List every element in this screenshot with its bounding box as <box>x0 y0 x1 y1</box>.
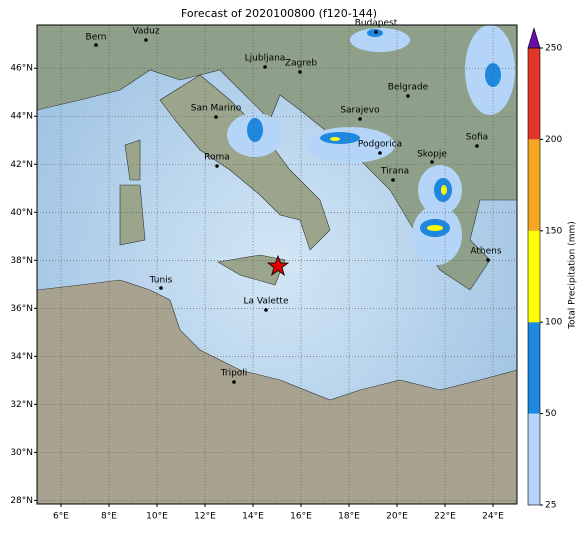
city-dot <box>374 30 378 34</box>
x-tick-label: 14°E <box>242 512 264 522</box>
colorbar-frame <box>527 47 541 506</box>
city-label: Sofia <box>466 133 488 143</box>
colorbar: 25 50 100 150 200 250 <box>527 26 562 511</box>
y-tick-label: 40°N <box>10 208 33 218</box>
x-tick-label: 16°E <box>290 512 312 522</box>
x-tick-label: 24°E <box>482 512 504 522</box>
city-dot <box>264 308 268 312</box>
city-label: Skopje <box>417 150 447 160</box>
x-tick-label: 10°E <box>146 512 168 522</box>
y-tick-label: 46°N <box>10 64 33 74</box>
city-dot <box>232 380 236 384</box>
y-tick-label: 30°N <box>10 448 33 458</box>
city-dot <box>486 258 490 262</box>
city-label: Ljubljana <box>245 54 286 64</box>
city-label: Belgrade <box>388 83 429 93</box>
city-dot <box>94 43 98 47</box>
city-dot <box>159 286 163 290</box>
y-tick-label: 28°N <box>10 496 33 506</box>
city-label: Sarajevo <box>340 106 380 116</box>
colorbar-tick-label: 100 <box>545 318 562 328</box>
colorbar-segment <box>528 230 540 323</box>
city-label: Athens <box>470 247 501 257</box>
colorbar-tick-label: 50 <box>545 409 557 419</box>
chart-title: Forecast of 2020100800 (f120-144) <box>181 7 377 20</box>
colorbar-tick-label: 200 <box>545 135 562 145</box>
city-label: San Marino <box>191 104 242 114</box>
land <box>119 184 146 246</box>
precipitation <box>227 25 515 265</box>
colorbar-segment <box>528 413 540 505</box>
city-dot <box>215 164 219 168</box>
city-label: Podgorica <box>358 140 402 150</box>
city-dot <box>391 178 395 182</box>
x-tick-label: 12°E <box>194 512 216 522</box>
city-dot <box>214 115 218 119</box>
y-tick-label: 38°N <box>10 256 33 266</box>
city-label: Tirana <box>380 167 409 177</box>
colorbar-tick-label: 25 <box>545 501 556 511</box>
x-tick-label: 22°E <box>434 512 456 522</box>
x-tick-label: 18°E <box>338 512 360 522</box>
colorbar-segment <box>528 322 540 414</box>
colorbar-label: Total Precipitation (mm) <box>568 221 578 330</box>
colorbar-segment <box>528 139 540 231</box>
city-label: Vaduz <box>132 27 159 37</box>
x-tick-label: 20°E <box>386 512 408 522</box>
grid <box>34 25 517 507</box>
city-label: La Valette <box>244 297 289 307</box>
y-tick-label: 36°N <box>10 304 33 314</box>
colorbar-tick-label: 250 <box>545 44 562 54</box>
colorbar-segment <box>528 48 540 140</box>
city-dot <box>298 70 302 74</box>
city-dot <box>358 117 362 121</box>
y-tick-label: 34°N <box>10 352 33 362</box>
y-tick-label: 42°N <box>10 160 33 170</box>
city-dot <box>475 144 479 148</box>
x-tick-label: 8°E <box>101 512 117 522</box>
city-dot <box>430 160 434 164</box>
city-label: Budapest <box>355 19 398 29</box>
colorbar-tick-label: 150 <box>545 226 562 236</box>
city-dot <box>263 65 267 69</box>
colorbar-extend <box>527 26 541 49</box>
land <box>124 139 141 181</box>
city-dot <box>378 151 382 155</box>
star-marker <box>266 254 290 277</box>
y-tick-label: 44°N <box>10 112 33 122</box>
city-label: Tripoli <box>220 369 248 379</box>
city-label: Bern <box>86 33 107 43</box>
city-label: Tunis <box>149 276 173 286</box>
y-tick-label: 32°N <box>10 400 33 410</box>
cities: Bern Vaduz Budapest Ljubljana Zagreb Belgrade… <box>86 19 502 384</box>
city-label: Zagreb <box>285 59 317 69</box>
city-label: Roma <box>204 153 230 163</box>
city-dot <box>406 94 410 98</box>
map-frame <box>36 24 518 505</box>
x-tick-label: 6°E <box>53 512 69 522</box>
city-dot <box>144 38 148 42</box>
